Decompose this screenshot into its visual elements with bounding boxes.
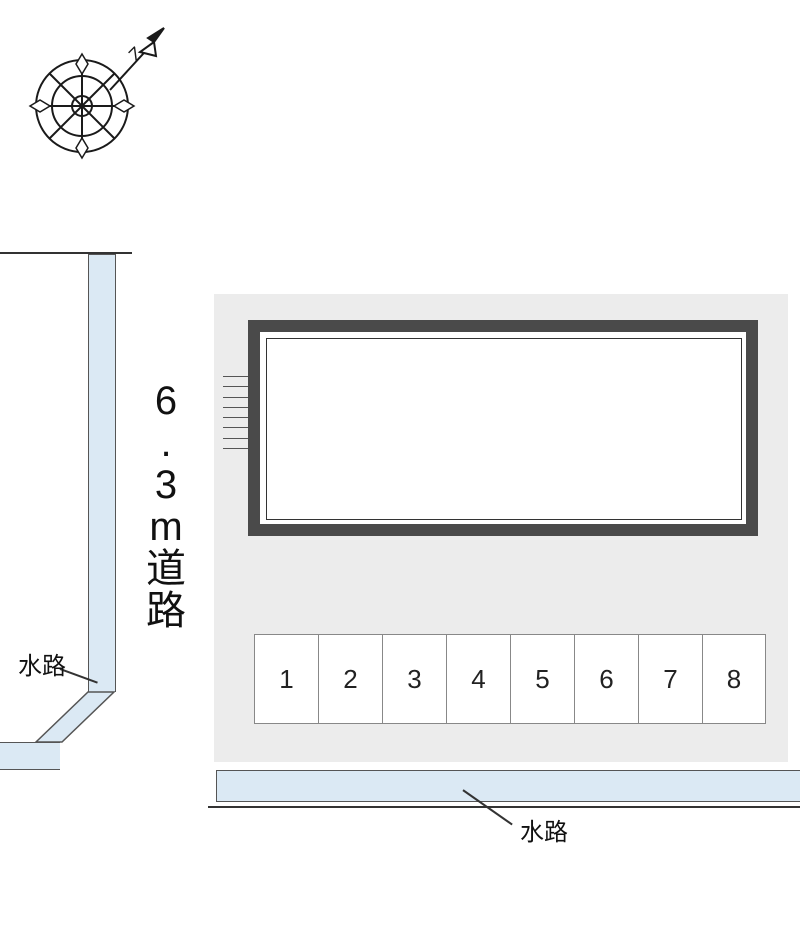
parking-slot: 4: [446, 634, 510, 724]
parking-slot: 5: [510, 634, 574, 724]
water-label-left: 水路: [18, 646, 66, 681]
parking-row: 12345678: [254, 634, 766, 724]
water-channel-bottom: [216, 770, 800, 802]
water-channel-left-horizontal: [0, 742, 60, 770]
parking-slot: 1: [254, 634, 318, 724]
parking-slot: 2: [318, 634, 382, 724]
parking-slot: 3: [382, 634, 446, 724]
parking-slot: 6: [574, 634, 638, 724]
site-plan-canvas: Z: [0, 0, 800, 940]
building-inner-line: [266, 338, 742, 520]
parking-slot: 7: [638, 634, 702, 724]
road-width-label: 6.3m道路: [146, 380, 186, 632]
parking-slot: 8: [702, 634, 766, 724]
water-label-bottom: 水路: [520, 812, 568, 847]
guide-line-bottom: [208, 806, 800, 808]
